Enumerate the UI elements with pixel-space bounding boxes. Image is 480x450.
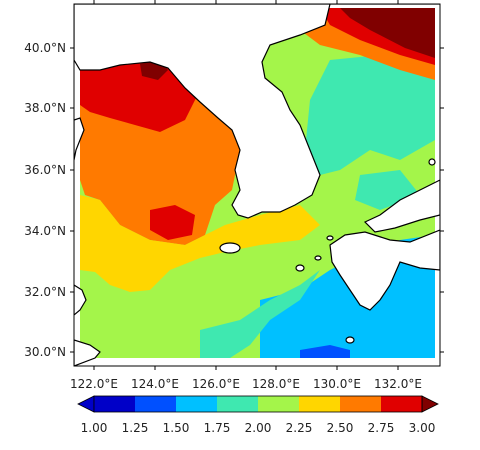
colorbar-label-6: 2.50 — [327, 421, 354, 435]
colorbar-seg-3 — [176, 396, 217, 412]
colorbar-label-8: 3.00 — [409, 421, 436, 435]
colorbar-min-arrow — [77, 395, 95, 413]
colorbar-seg-6 — [299, 396, 340, 412]
lon-label-126: 126.0°E — [192, 377, 240, 391]
land-masses — [74, 4, 440, 366]
land-island-5 — [326, 235, 334, 241]
field-blue-spot — [300, 345, 350, 358]
colorbar-max-arrow — [421, 395, 439, 413]
land-china-west — [74, 117, 85, 161]
field-red-region — [80, 55, 200, 132]
colorbar-seg-8 — [381, 396, 422, 412]
lat-label-30: 30.0°N — [24, 345, 66, 359]
land-jeju — [219, 242, 241, 254]
colorbar-label-7: 2.75 — [368, 421, 395, 435]
map-frame — [73, 3, 441, 367]
lat-axis: 40.0°N 38.0°N 36.0°N 34.0°N 32.0°N 30.0°… — [24, 41, 444, 359]
lon-label-128: 128.0°E — [252, 377, 300, 391]
colorbar-seg-1 — [94, 396, 135, 412]
land-china-southwest — [74, 284, 87, 316]
field-teal-band — [200, 270, 320, 358]
lon-label-122: 122.0°E — [70, 377, 118, 391]
colorbar-label-4: 2.00 — [245, 421, 272, 435]
land-japan-north — [363, 179, 440, 233]
colorbar-seg-5 — [258, 396, 299, 412]
colorbar-outline — [93, 395, 423, 413]
land-kyushu — [329, 229, 440, 311]
land-korea — [330, 4, 440, 5]
lat-label-34: 34.0°N — [24, 224, 66, 238]
field-teal-region — [305, 55, 435, 175]
lat-label-40: 40.0°N — [24, 41, 66, 55]
land-island-3 — [345, 336, 355, 344]
colorbar-label-5: 2.25 — [286, 421, 313, 435]
colorbar-seg-7 — [340, 396, 381, 412]
field-red-spot — [150, 205, 195, 240]
lat-label-36: 36.0°N — [24, 163, 66, 177]
lon-label-130: 130.0°E — [313, 377, 361, 391]
field-yellow-region — [80, 195, 320, 292]
colorbar-label-3: 1.75 — [204, 421, 231, 435]
land-island-2 — [314, 255, 322, 261]
field-ne-maroon — [340, 8, 435, 58]
land-china-south — [74, 339, 101, 366]
land-island-1 — [295, 264, 305, 272]
lat-label-32: 32.0°N — [24, 285, 66, 299]
colorbar-label-1: 1.25 — [122, 421, 149, 435]
colorbar: 1.00 1.25 1.50 1.75 2.00 2.25 2.50 2.75 … — [77, 395, 439, 435]
land-liaodong — [74, 4, 331, 219]
lon-axis: 122.0°E 124.0°E 126.0°E 128.0°E 130.0°E … — [70, 0, 422, 391]
lon-label-124: 124.0°E — [131, 377, 179, 391]
colorbar-seg-2 — [135, 396, 176, 412]
lon-label-132: 132.0°E — [374, 377, 422, 391]
colorbar-seg-4 — [217, 396, 258, 412]
land-island-4 — [428, 158, 436, 166]
colorbar-label-0: 1.00 — [81, 421, 108, 435]
colorbar-label-2: 1.50 — [163, 421, 190, 435]
lat-label-38: 38.0°N — [24, 101, 66, 115]
